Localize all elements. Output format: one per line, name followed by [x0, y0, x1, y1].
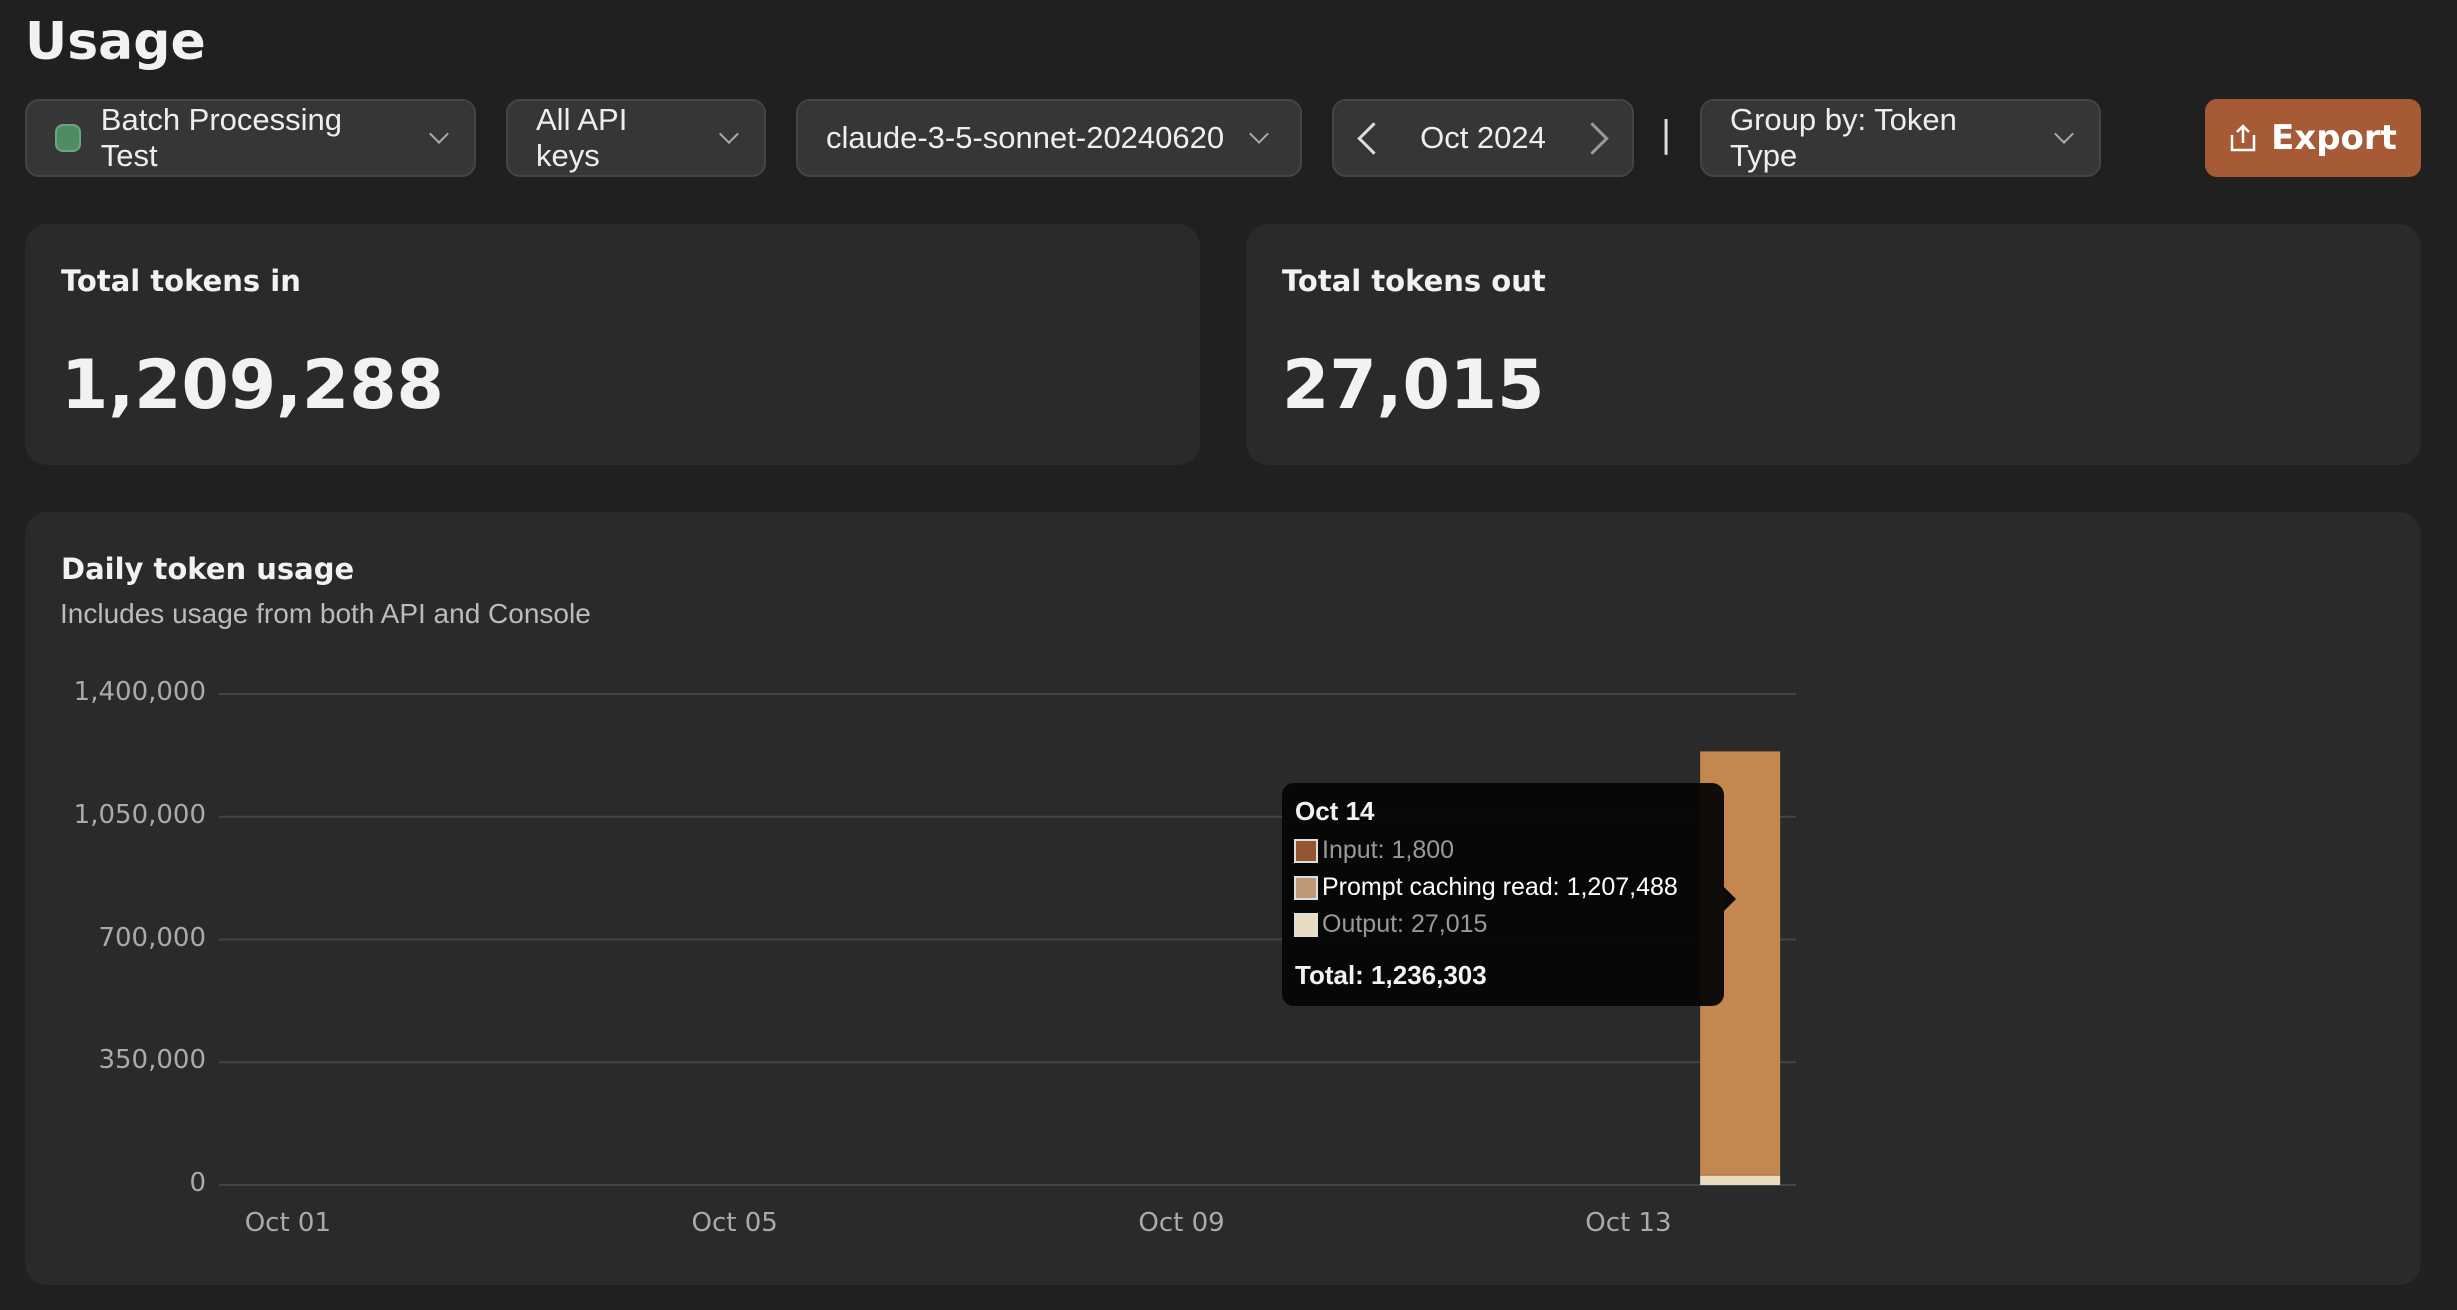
- y-tick-label: 700,000: [98, 922, 206, 953]
- tokens-in-value: 1,209,288: [61, 346, 444, 425]
- page-title: Usage: [25, 12, 206, 72]
- x-tick-label: Oct 01: [244, 1208, 331, 1238]
- x-tick-label: Oct 13: [1585, 1208, 1672, 1238]
- export-button[interactable]: Export: [2205, 99, 2421, 177]
- workspace-dropdown[interactable]: Batch Processing Test: [25, 99, 476, 177]
- separator: |: [1660, 114, 1673, 155]
- y-tick-label: 350,000: [98, 1045, 206, 1076]
- group-by-dropdown[interactable]: Group by: Token Type: [1700, 99, 2101, 177]
- x-tick-label: Oct 09: [1138, 1208, 1225, 1238]
- workspace-color-icon: [55, 124, 81, 152]
- tooltip-title: Oct 14: [1295, 796, 1375, 826]
- tokens-in-card: Total tokens in 1,209,288: [25, 224, 1200, 465]
- daily-usage-card: Daily token usage Includes usage from bo…: [25, 512, 2421, 1285]
- y-tick-label: 1,400,000: [73, 677, 206, 707]
- tooltip-row: Output: 27,015: [1294, 910, 1487, 939]
- chart-tooltip: Oct 14 Input: 1,800 Prompt caching read: …: [1282, 783, 1736, 1006]
- api-keys-label: All API keys: [536, 102, 628, 173]
- workspace-label: Batch Processing Test: [100, 102, 343, 173]
- tooltip-total: Total: 1,236,303: [1295, 960, 1487, 990]
- x-tick-label: Oct 05: [691, 1208, 778, 1238]
- legend-swatch-icon: [1294, 875, 1318, 900]
- tooltip-pointer: [1724, 887, 1736, 911]
- group-by-label: Group by: Token Type: [1730, 102, 1957, 173]
- api-keys-dropdown[interactable]: All API keys: [506, 99, 766, 177]
- tooltip-row-text: Prompt caching read: 1,207,488: [1322, 873, 1678, 901]
- model-label: claude-3-5-sonnet-20240620: [826, 120, 1225, 155]
- y-tick-label: 1,050,000: [73, 799, 206, 830]
- tooltip-row-text: Output: 27,015: [1322, 910, 1488, 938]
- tooltip-row: Prompt caching read: 1,207,488: [1294, 873, 1678, 902]
- y-tick-label: 0: [189, 1168, 206, 1198]
- month-navigator: Oct 2024: [1332, 99, 1634, 177]
- model-dropdown[interactable]: claude-3-5-sonnet-20240620: [796, 99, 1302, 177]
- tokens-in-label: Total tokens in: [61, 264, 301, 298]
- chart-title: Daily token usage: [61, 552, 355, 586]
- tokens-out-value: 27,015: [1282, 346, 1545, 425]
- tooltip-row-text: Input: 1,800: [1322, 836, 1455, 864]
- tokens-out-card: Total tokens out 27,015: [1246, 224, 2421, 465]
- chart-subtitle: Includes usage from both API and Console: [60, 598, 591, 629]
- bar-segment[interactable]: [1700, 1174, 1781, 1176]
- share-icon: [2230, 124, 2256, 152]
- legend-swatch-icon: [1294, 912, 1318, 937]
- bar-segment[interactable]: [1700, 1175, 1781, 1185]
- tokens-out-label: Total tokens out: [1282, 264, 1546, 298]
- legend-swatch-icon: [1294, 838, 1318, 863]
- export-label: Export: [2271, 118, 2397, 158]
- month-label: Oct 2024: [1420, 120, 1546, 155]
- tooltip-row: Input: 1,800: [1294, 836, 1454, 865]
